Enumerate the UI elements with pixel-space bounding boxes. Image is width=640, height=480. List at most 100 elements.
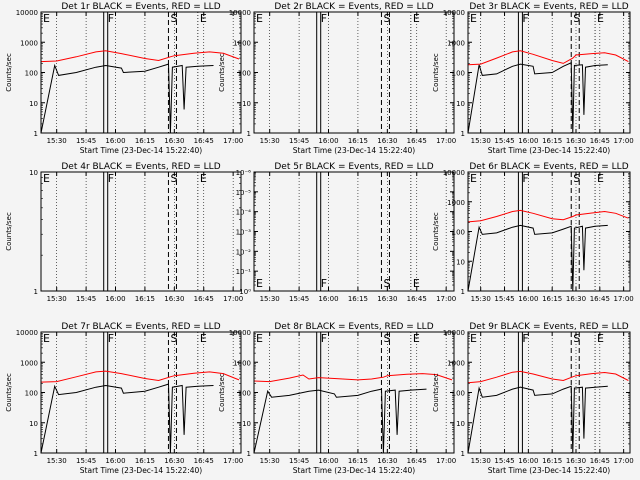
x-axis-label: Start Time (23-Dec-14 15:22:40) <box>80 466 202 475</box>
series-line-lld <box>467 370 629 384</box>
y-axis-label: Counts/sec <box>218 53 226 92</box>
plot-frame <box>40 331 242 454</box>
marker-label: E <box>256 277 263 290</box>
marker-label: S <box>383 277 390 290</box>
x-tick-label: 16:15 <box>135 457 155 465</box>
x-tick-label: 15:30 <box>471 295 491 303</box>
y-tick-label: 10 <box>29 169 38 177</box>
marker-label: E <box>200 12 207 25</box>
marker-label: E <box>256 332 263 345</box>
x-tick-label: 16:15 <box>348 295 368 303</box>
x-axis-label: Start Time (23-Dec-14 15:22:40) <box>80 146 202 155</box>
x-tick-label: 17:00 <box>436 137 456 145</box>
y-tick-label: 10000 <box>229 9 251 17</box>
y-axis-label: Counts/sec <box>5 53 13 92</box>
marker-label: E <box>470 12 477 25</box>
x-tick-label: 16:15 <box>542 137 562 145</box>
series-line-lld <box>467 50 629 66</box>
x-tick-label: 16:00 <box>105 457 125 465</box>
x-tick-label: 16:00 <box>318 137 338 145</box>
series-line-lld <box>40 50 240 63</box>
x-tick-label: 15:45 <box>494 457 514 465</box>
y-tick-label: 1 <box>461 288 465 296</box>
x-tick-label: 16:45 <box>194 295 214 303</box>
x-tick-label: 16:30 <box>566 457 586 465</box>
x-tick-label: 16:45 <box>407 295 427 303</box>
panel-title: Det 2r BLACK = Events, RED = LLD <box>274 2 433 12</box>
x-tick-label: 16:00 <box>105 295 125 303</box>
x-tick-label: 15:30 <box>47 457 67 465</box>
marker-label: F <box>522 332 528 345</box>
x-tick-label: 17:00 <box>223 295 243 303</box>
y-tick-label: 10000 <box>443 329 465 337</box>
marker-label: F <box>321 277 327 290</box>
x-tick-label: 16:15 <box>542 457 562 465</box>
x-tick-label: 15:45 <box>289 295 309 303</box>
plot-frame <box>40 171 242 292</box>
y-tick-label: 1 <box>34 130 38 138</box>
y-tick-label: 100 <box>25 390 38 398</box>
x-tick-label: 17:00 <box>614 137 634 145</box>
x-tick-label: 16:45 <box>590 295 610 303</box>
x-tick-label: 17:00 <box>436 457 456 465</box>
panel-title: Det 4r BLACK = Events, RED = LLD <box>61 162 220 172</box>
x-tick-label: 16:15 <box>135 295 155 303</box>
y-tick-label: 1 <box>461 450 465 458</box>
marker-label: F <box>321 12 327 25</box>
marker-label: E <box>413 332 420 345</box>
y-tick-label: 1000 <box>233 39 251 47</box>
y-tick-label: 1 <box>34 288 38 296</box>
x-tick-label: 16:45 <box>407 137 427 145</box>
x-tick-label: 16:00 <box>518 457 538 465</box>
series-line-events <box>40 383 214 454</box>
x-axis-label: Start Time (23-Dec-14 15:22:40) <box>293 466 415 475</box>
y-tick-label: 10000 <box>443 169 465 177</box>
marker-label: F <box>522 172 528 185</box>
plot-frame <box>467 11 631 134</box>
x-tick-label: 15:45 <box>76 457 96 465</box>
panel-title: Det 7r BLACK = Events, RED = LLD <box>61 322 220 332</box>
marker-label: E <box>43 172 50 185</box>
y-axis-label: Counts/sec <box>5 373 13 412</box>
series-line-events <box>253 388 427 454</box>
y-tick-label: 100 <box>452 70 465 78</box>
panel-title: Det 8r BLACK = Events, RED = LLD <box>274 322 433 332</box>
x-tick-label: 17:00 <box>223 457 243 465</box>
x-tick-label: 16:30 <box>164 137 184 145</box>
x-tick-label: 16:15 <box>348 137 368 145</box>
panel-det4r: Det 4r BLACK = Events, RED = LLD Counts/s… <box>5 162 243 303</box>
x-tick-label: 16:45 <box>194 457 214 465</box>
series-line-lld <box>467 209 629 223</box>
plot-frame <box>40 11 242 134</box>
y-tick-label: 10 <box>242 100 251 108</box>
marker-label: S <box>383 12 390 25</box>
y-tick-label: 10000 <box>229 329 251 337</box>
y-axis-label: Counts/sec <box>432 212 440 251</box>
marker-label: S <box>573 172 580 185</box>
y-tick-label: 10⁻³ <box>236 229 252 237</box>
x-tick-label: 16:00 <box>518 295 538 303</box>
panel-det6r: Det 6r BLACK = Events, RED = LLD Counts/s… <box>432 162 634 303</box>
y-tick-label: 1000 <box>447 199 465 207</box>
panel-det2r: Det 2r BLACK = Events, RED = LLD Counts/s… <box>218 2 456 155</box>
y-tick-label: 1000 <box>447 359 465 367</box>
y-axis-label: Counts/sec <box>432 53 440 92</box>
x-tick-label: 15:30 <box>260 137 280 145</box>
panel-title: Det 9r BLACK = Events, RED = LLD <box>469 322 628 332</box>
y-tick-label: 1 <box>34 450 38 458</box>
panel-det7r: Det 7r BLACK = Events, RED = LLD Counts/s… <box>5 322 243 475</box>
marker-label: F <box>108 332 114 345</box>
y-tick-label: 100 <box>452 390 465 398</box>
plot-frame <box>253 11 455 134</box>
y-tick-label: 1000 <box>447 39 465 47</box>
x-tick-label: 16:30 <box>566 137 586 145</box>
panel-title: Det 5r BLACK = Events, RED = LLD <box>274 162 433 172</box>
x-tick-label: 16:00 <box>318 457 338 465</box>
marker-label: E <box>43 12 50 25</box>
marker-label: F <box>108 172 114 185</box>
y-tick-label: 1 <box>247 450 251 458</box>
marker-label: S <box>573 12 580 25</box>
x-tick-label: 15:45 <box>289 137 309 145</box>
marker-label: E <box>597 12 604 25</box>
